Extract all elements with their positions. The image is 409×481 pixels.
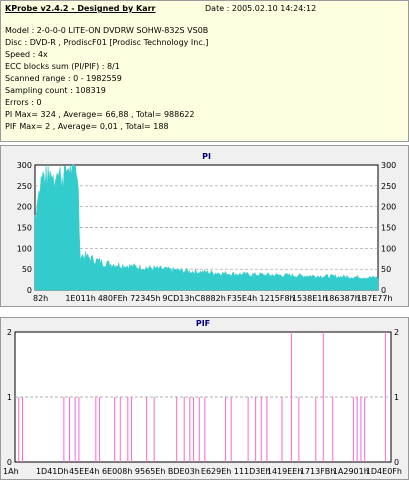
- pi-chart: PI 0 0 50 50 100 100 150 150 200 200 250 250 300 300 82…: [17, 152, 397, 303]
- x-tick-label: 1B7E77h: [357, 294, 393, 303]
- speed-line: Speed : 4x: [5, 50, 48, 59]
- info-panel: KProbe v2.4.2 - Designed by Karr Date : …: [0, 0, 409, 142]
- x-tick-label: 82h: [33, 294, 48, 303]
- x-tick-label: 1A2901h: [333, 467, 369, 476]
- y-tick-label-right: 1: [394, 393, 399, 402]
- ecc-line: ECC blocks sum (PI/PIF) : 8/1: [5, 62, 120, 71]
- pif-chart: PIF 0 0 1 1 2 2 1Ah 1D41Dh 45EE4h 6E008h 9565Eh BDE0…: [3, 319, 402, 476]
- y-tick-label-left: 200: [17, 203, 32, 212]
- disc-line: Disc : DVD-R , ProdiscF01 [Prodisc Techn…: [5, 38, 209, 47]
- pif-chart-panel: PIF 0 0 1 1 2 2 1Ah 1D41Dh 45EE4h 6E008h 9565Eh BDE0…: [0, 317, 409, 480]
- y-tick-label-right: 0: [394, 458, 399, 467]
- x-tick-label: 1538E1h: [292, 294, 328, 303]
- y-tick-label-right: 0: [381, 286, 386, 295]
- chart-title: PI: [202, 152, 211, 161]
- range-line: Scanned range : 0 - 1982559: [5, 74, 122, 83]
- sampling-line: Sampling count : 108319: [5, 86, 106, 95]
- pi-chart-panel: PI 0 0 50 50 100 100 150 150 200 200 250 250 300 300 82…: [0, 145, 409, 307]
- x-tick-label: 9CD13h: [162, 294, 194, 303]
- x-tick-label: 1419EEh: [267, 467, 303, 476]
- y-tick-label-right: 300: [381, 161, 396, 170]
- x-tick-label: 72345h: [130, 294, 161, 303]
- x-tick-label: 9565Eh: [135, 467, 165, 476]
- y-tick-label-left: 1: [7, 393, 12, 402]
- x-tick-label: F35E4h: [227, 294, 257, 303]
- errors-line: Errors : 0: [5, 98, 42, 107]
- x-tick-label: E629Eh: [201, 467, 231, 476]
- chart-title: PIF: [196, 319, 210, 328]
- app-title: KProbe v2.4.2 - Designed by Karr: [5, 4, 156, 13]
- pif-stats-line: PIF Max= 2 , Average= 0,01 , Total= 188: [5, 122, 169, 131]
- x-tick-label: 1D41Dh: [36, 467, 69, 476]
- y-tick-label-left: 100: [17, 244, 32, 253]
- x-tick-label: 1D4E0Fh: [366, 467, 402, 476]
- y-tick-label-right: 50: [381, 265, 391, 274]
- pi-stats-line: PI Max= 324 , Average= 66,88 , Total= 98…: [5, 110, 195, 119]
- y-tick-label-right: 2: [394, 328, 399, 337]
- x-tick-label: C8882h: [195, 294, 226, 303]
- x-tick-label: BDE03h: [168, 467, 200, 476]
- x-tick-label: 6E008h: [102, 467, 132, 476]
- x-tick-label: 1Ah: [3, 467, 19, 476]
- x-tick-label: 1E011h: [65, 294, 95, 303]
- y-tick-label-left: 0: [27, 286, 32, 295]
- x-tick-label: 480FEh: [98, 294, 128, 303]
- y-tick-label-right: 250: [381, 182, 396, 191]
- x-tick-label: 1713FBh: [300, 467, 336, 476]
- y-tick-label-left: 0: [7, 458, 12, 467]
- y-tick-label-left: 300: [17, 161, 32, 170]
- pi-area-series: [34, 164, 379, 291]
- x-tick-label: 1215F8h: [260, 294, 295, 303]
- y-tick-label-right: 150: [381, 224, 396, 233]
- x-tick-label: 186387h: [324, 294, 360, 303]
- y-tick-label-left: 150: [17, 224, 32, 233]
- y-tick-label-left: 250: [17, 182, 32, 191]
- scan-date: Date : 2005.02.10 14:24:12: [205, 4, 317, 13]
- y-tick-label-left: 50: [22, 265, 32, 274]
- y-tick-label-right: 200: [381, 203, 396, 212]
- x-tick-label: 111D3Eh: [234, 467, 271, 476]
- y-tick-label-right: 100: [381, 244, 396, 253]
- x-tick-label: 45EE4h: [69, 467, 99, 476]
- model-line: Model : 2-0-0-0 LITE-ON DVDRW SOHW-832S …: [5, 26, 209, 35]
- y-tick-label-left: 2: [7, 328, 12, 337]
